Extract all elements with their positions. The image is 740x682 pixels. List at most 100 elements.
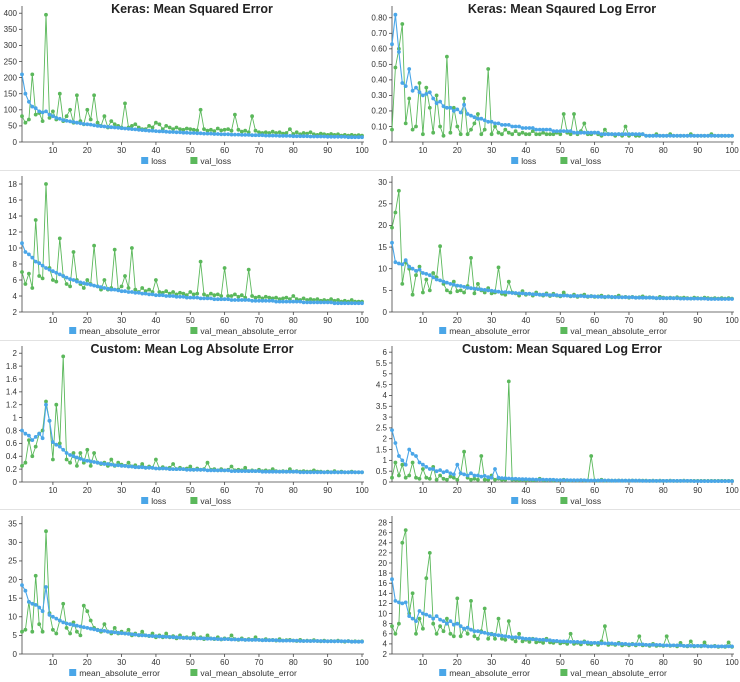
data-point-train[interactable]: [130, 464, 134, 469]
data-point-train[interactable]: [472, 473, 477, 478]
data-point-train[interactable]: [685, 479, 690, 483]
data-point-val[interactable]: [548, 132, 552, 137]
data-point-train[interactable]: [658, 479, 662, 483]
data-point-train[interactable]: [57, 618, 62, 623]
data-point-train[interactable]: [253, 469, 258, 473]
data-point-train[interactable]: [195, 131, 200, 136]
data-point-train[interactable]: [267, 638, 272, 643]
data-point-train[interactable]: [353, 301, 357, 306]
data-point-train[interactable]: [27, 252, 31, 257]
data-point-train[interactable]: [288, 469, 292, 474]
data-point-train[interactable]: [393, 599, 398, 603]
data-point-val[interactable]: [503, 637, 508, 642]
data-point-train[interactable]: [315, 639, 320, 643]
data-point-train[interactable]: [294, 638, 299, 643]
data-point-val[interactable]: [465, 631, 470, 636]
data-point-val[interactable]: [534, 640, 539, 645]
data-point-train[interactable]: [616, 295, 621, 300]
data-point-train[interactable]: [184, 636, 189, 640]
data-point-train[interactable]: [431, 96, 436, 101]
data-point-train[interactable]: [712, 133, 717, 138]
data-point-train[interactable]: [651, 643, 655, 647]
data-point-train[interactable]: [527, 126, 532, 130]
data-point-train[interactable]: [95, 124, 100, 128]
data-point-train[interactable]: [92, 627, 96, 632]
data-point-train[interactable]: [699, 296, 703, 301]
data-point-val[interactable]: [445, 288, 449, 293]
data-point-train[interactable]: [147, 128, 152, 133]
data-point-val[interactable]: [205, 128, 210, 133]
data-point-train[interactable]: [647, 643, 652, 647]
data-point-val[interactable]: [68, 631, 72, 636]
data-point-train[interactable]: [489, 475, 494, 480]
data-point-train[interactable]: [476, 629, 480, 634]
data-point-train[interactable]: [123, 289, 127, 294]
data-point-train[interactable]: [174, 294, 179, 299]
data-point-train[interactable]: [712, 644, 717, 649]
data-point-train[interactable]: [40, 110, 45, 115]
data-point-val[interactable]: [126, 627, 131, 632]
data-point-train[interactable]: [592, 130, 597, 135]
data-point-val[interactable]: [68, 460, 72, 465]
data-point-train[interactable]: [239, 469, 244, 473]
data-point-train[interactable]: [445, 105, 449, 110]
data-point-train[interactable]: [730, 297, 734, 301]
data-point-train[interactable]: [130, 290, 134, 294]
legend-label-val[interactable]: val_loss: [200, 156, 231, 166]
data-point-val[interactable]: [57, 91, 62, 96]
data-point-val[interactable]: [305, 131, 309, 136]
data-point-train[interactable]: [572, 640, 576, 644]
data-point-train[interactable]: [143, 465, 148, 470]
data-point-train[interactable]: [658, 296, 662, 301]
data-point-train[interactable]: [329, 134, 333, 139]
data-point-train[interactable]: [417, 267, 422, 272]
data-point-train[interactable]: [20, 428, 24, 433]
data-point-val[interactable]: [195, 128, 200, 133]
data-point-train[interactable]: [675, 643, 679, 648]
legend-swatch-train[interactable]: [69, 669, 77, 676]
data-point-train[interactable]: [603, 478, 607, 483]
data-point-train[interactable]: [51, 440, 55, 444]
data-point-train[interactable]: [33, 435, 38, 439]
data-point-train[interactable]: [336, 470, 340, 475]
data-point-val[interactable]: [664, 634, 669, 639]
data-point-train[interactable]: [30, 438, 35, 442]
data-point-train[interactable]: [726, 479, 731, 483]
data-point-train[interactable]: [236, 637, 241, 642]
data-point-val[interactable]: [284, 131, 289, 135]
data-point-train[interactable]: [692, 644, 697, 648]
data-point-val[interactable]: [140, 629, 145, 634]
data-point-train[interactable]: [229, 637, 234, 642]
data-point-train[interactable]: [414, 85, 418, 90]
data-point-train[interactable]: [147, 465, 152, 470]
data-point-train[interactable]: [239, 298, 244, 302]
legend-swatch-train[interactable]: [141, 497, 149, 504]
data-point-train[interactable]: [403, 258, 408, 262]
data-point-train[interactable]: [441, 470, 446, 475]
data-point-train[interactable]: [472, 286, 477, 291]
data-point-train[interactable]: [322, 639, 327, 644]
data-point-train[interactable]: [126, 464, 131, 469]
data-point-train[interactable]: [414, 619, 418, 623]
data-point-val[interactable]: [257, 294, 261, 299]
data-point-val[interactable]: [33, 218, 38, 222]
data-point-train[interactable]: [489, 119, 494, 124]
data-point-train[interactable]: [71, 623, 76, 627]
data-point-val[interactable]: [451, 279, 456, 284]
data-point-train[interactable]: [640, 479, 645, 483]
data-point-train[interactable]: [606, 132, 611, 137]
data-point-train[interactable]: [623, 642, 628, 646]
data-point-train[interactable]: [675, 133, 679, 138]
data-point-train[interactable]: [57, 272, 62, 277]
data-point-train[interactable]: [541, 637, 545, 642]
legend-label-train[interactable]: loss: [521, 496, 536, 506]
data-point-train[interactable]: [582, 294, 587, 299]
data-point-train[interactable]: [136, 127, 141, 132]
data-point-train[interactable]: [85, 626, 90, 630]
data-point-train[interactable]: [493, 121, 497, 126]
data-point-train[interactable]: [644, 133, 648, 138]
data-point-train[interactable]: [277, 469, 282, 474]
data-point-val[interactable]: [397, 621, 401, 626]
data-point-train[interactable]: [349, 470, 354, 475]
data-point-train[interactable]: [119, 289, 124, 294]
